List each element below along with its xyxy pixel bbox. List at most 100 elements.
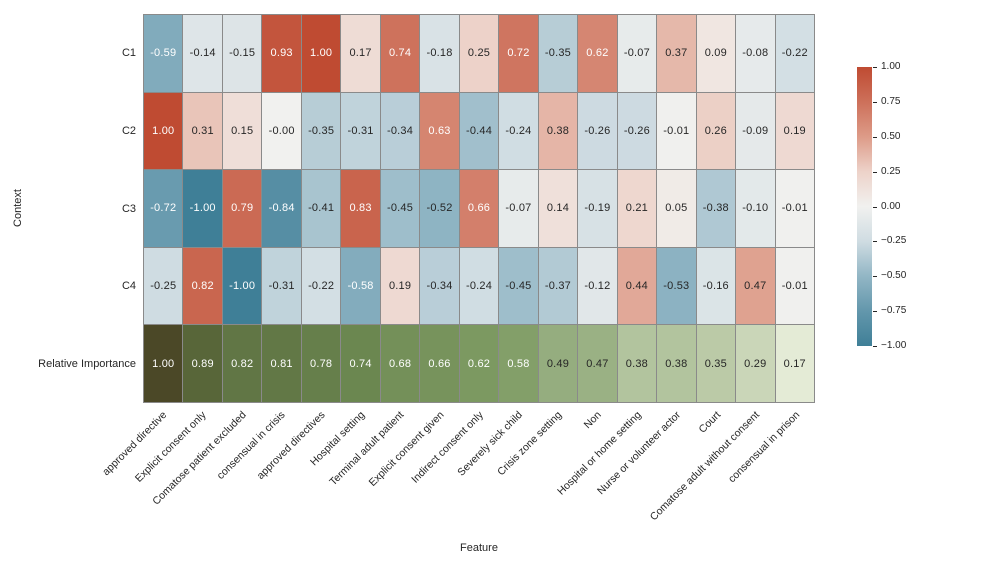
colorbar-tick-label: −1.00 [881, 340, 907, 351]
colorbar-tick [873, 346, 877, 347]
y-tick-label: C4 [121, 280, 136, 293]
x-tick-label: Non [581, 409, 605, 432]
heatmap-cell: -0.35 [538, 15, 578, 92]
colorbar-tick-label: −0.50 [881, 270, 907, 282]
heatmap-cell: 0.83 [341, 170, 380, 247]
heatmap-cell: -0.44 [459, 92, 499, 170]
x-tick-label: approved directive [100, 409, 170, 479]
y-tick-label: Relative Importance [38, 358, 136, 371]
heatmap-cell: -0.19 [578, 170, 617, 247]
colorbar-tick-label: 0.00 [881, 200, 901, 212]
heatmap-cell: 0.78 [301, 325, 341, 402]
heatmap-cell: 0.44 [617, 247, 657, 325]
heatmap-cell: -0.41 [301, 170, 341, 247]
x-tick-label: Court [696, 409, 723, 436]
heatmap-cell: -0.16 [696, 247, 736, 325]
heatmap-cell: 0.37 [657, 15, 696, 92]
heatmap-cell: -0.14 [183, 15, 222, 92]
heatmap-cell: 0.14 [538, 170, 578, 247]
heatmap-cell: 0.25 [459, 15, 499, 92]
colorbar-tick [873, 67, 877, 68]
heatmap-cell: 0.38 [657, 325, 696, 402]
heatmap-cell: -1.00 [222, 247, 262, 325]
heatmap-cell: 0.79 [222, 170, 262, 247]
heatmap-cell: 0.38 [617, 325, 657, 402]
heatmap-cell: 0.62 [578, 15, 617, 92]
x-tick-label: Indirect consent only [408, 409, 486, 486]
heatmap-cell: -0.22 [301, 247, 341, 325]
heatmap-cell: -0.34 [420, 247, 459, 325]
colorbar-tick [873, 136, 877, 138]
x-tick-label: Explicit consent given [366, 409, 446, 489]
heatmap-cell: -0.25 [144, 247, 183, 325]
heatmap-cell: -0.07 [617, 15, 657, 92]
heatmap-cell: -0.52 [420, 170, 459, 247]
x-tick-label: approved directives [254, 409, 328, 482]
heatmap-cell: 0.19 [380, 247, 420, 325]
heatmap-cell: -0.38 [696, 170, 736, 247]
heatmap-cell: -0.10 [736, 170, 775, 247]
colorbar-tick-label: 1.00 [881, 61, 901, 72]
colorbar-tick [873, 171, 877, 173]
heatmap-cell: 0.15 [222, 92, 262, 170]
heatmap-cell: 0.47 [736, 247, 775, 325]
colorbar-tick-label: 0.75 [881, 95, 901, 107]
heatmap-cell: -0.45 [499, 247, 538, 325]
colorbar-tick [873, 241, 877, 243]
x-axis-title: Feature [460, 542, 498, 554]
heatmap-cell: -0.08 [736, 15, 775, 92]
heatmap-cell: 0.93 [262, 15, 301, 92]
heatmap-cell: 0.47 [578, 325, 617, 402]
colorbar-tick [873, 101, 877, 103]
heatmap-cell: 0.21 [617, 170, 657, 247]
heatmap-cell: -0.18 [420, 15, 459, 92]
heatmap-cell: 0.58 [499, 325, 538, 402]
heatmap-cell: 0.81 [262, 325, 301, 402]
heatmap-cell: 0.38 [538, 92, 578, 170]
colorbar-tick-label: 0.50 [881, 130, 901, 142]
heatmap-cell: -0.12 [578, 247, 617, 325]
heatmap-cell: 0.74 [341, 325, 380, 402]
heatmap-cell: -0.24 [499, 92, 538, 170]
heatmap-cell: -0.26 [578, 92, 617, 170]
heatmap-cell: -0.01 [657, 92, 696, 170]
colorbar-tick [873, 276, 877, 278]
x-tick-label: consensual in prison [725, 409, 802, 486]
x-tick-label: consensual in crisis [214, 409, 288, 482]
y-tick-label: C3 [121, 202, 136, 215]
heatmap-cell: -0.37 [538, 247, 578, 325]
heatmap-cell: -0.45 [380, 170, 420, 247]
heatmap-cell: 0.66 [420, 325, 459, 402]
colorbar-tick-label: 0.25 [881, 165, 901, 177]
heatmap-cell: 0.72 [499, 15, 538, 92]
heatmap-cell: -0.31 [262, 247, 301, 325]
colorbar-tick-label: −0.75 [881, 305, 907, 317]
colorbar-tick-label: −0.25 [881, 235, 907, 247]
y-tick-label: C2 [121, 124, 136, 137]
heatmap-cell: -0.58 [341, 247, 380, 325]
heatmap-cell: -0.59 [144, 15, 183, 92]
heatmap-cell: -0.01 [775, 170, 814, 247]
heatmap-cell: -0.24 [459, 247, 499, 325]
heatmap-cell: -1.00 [183, 170, 222, 247]
heatmap-cell: -0.15 [222, 15, 262, 92]
heatmap-cell: 0.68 [380, 325, 420, 402]
heatmap-cell: 0.31 [183, 92, 222, 170]
heatmap-cell: 0.26 [696, 92, 736, 170]
heatmap-cell: -0.26 [617, 92, 657, 170]
colorbar-tick [873, 206, 877, 208]
heatmap-cell: -0.09 [736, 92, 775, 170]
colorbar-tick [873, 311, 877, 313]
heatmap-cell: -0.07 [499, 170, 538, 247]
colorbar [857, 67, 872, 346]
heatmap-cell: 0.63 [420, 92, 459, 170]
heatmap-cell: -0.34 [380, 92, 420, 170]
heatmap-cell: 0.29 [736, 325, 775, 402]
heatmap-cell: -0.72 [144, 170, 183, 247]
heatmap-cell: -0.00 [262, 92, 301, 170]
heatmap-cell: -0.53 [657, 247, 696, 325]
heatmap-cell: 0.49 [538, 325, 578, 402]
heatmap-cell: 0.19 [775, 92, 814, 170]
heatmap-cell: 1.00 [301, 15, 341, 92]
